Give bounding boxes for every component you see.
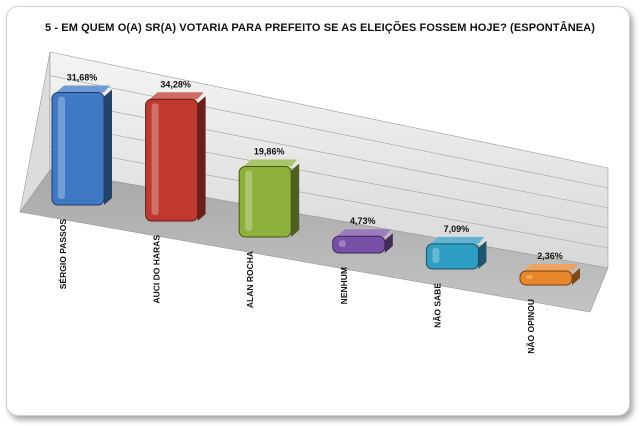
chart-title: 5 - EM QUEM O(A) SR(A) VOTARIA PARA PREF… [45,22,595,34]
value-labels: 31,68% 34,28% 19,86% 4,73% 7,09% 2,36% [67,73,563,261]
gridline [49,98,609,209]
category-labels: SÉRGIO PASSOS AUCI DO HARAS ALAN ROCHA NENH… [58,219,536,354]
category-label: ALAN ROCHA [245,251,255,308]
gridline [49,146,609,249]
value-label: 2,36% [537,251,563,261]
category-label: NÃO OPINOU [526,299,536,354]
value-label: 31,68% [67,73,98,83]
bar [519,264,580,286]
category-label: SÉRGIO PASSOS [58,219,68,290]
category-label: NÃO SABE [432,283,442,328]
gridline [49,75,609,189]
category-label: AUCI DO HARAS [152,235,162,304]
value-label: 4,73% [350,216,376,226]
value-label: 34,28% [160,79,191,89]
value-label: 7,09% [444,224,470,234]
value-label: 19,86% [254,146,285,156]
category-label: NENHUM [339,267,349,304]
bar [238,159,300,238]
chart-bars [51,85,580,286]
chart-gridlines [49,75,609,249]
bar [51,85,112,206]
bar [332,229,393,254]
gridline [49,122,609,229]
bar [425,236,487,270]
bar [145,92,206,222]
